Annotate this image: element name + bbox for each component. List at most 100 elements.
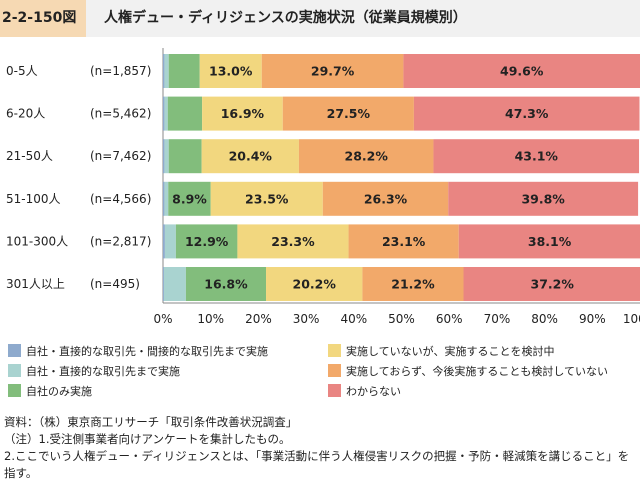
sample-size-label: (n=4,566) <box>90 192 151 206</box>
bar-segment <box>163 181 165 216</box>
bar-segment <box>164 96 168 131</box>
x-tick-label: 30% <box>293 312 320 326</box>
data-label: 13.0% <box>209 64 253 79</box>
data-label: 49.6% <box>500 64 544 79</box>
x-tick-label: 20% <box>245 312 272 326</box>
data-label: 38.1% <box>528 234 572 249</box>
source-note: 資料：（株）東京商工リサーチ「取引条件改善状況調査」 <box>4 415 298 429</box>
bar-segment <box>167 96 203 131</box>
category-label: 21-50人 <box>6 149 53 163</box>
x-tick-label: 50% <box>388 312 415 326</box>
legend-swatch <box>8 364 21 377</box>
data-label: 23.5% <box>245 191 289 206</box>
legend-item: 実施しておらず、今後実施することも検討していない <box>328 363 608 381</box>
bar-segment <box>163 54 165 88</box>
legend-label: 実施しておらず、今後実施することも検討していない <box>346 365 609 378</box>
legend-item: 自社・直接的な取引先まで実施 <box>8 363 180 381</box>
category-label: 0-5人 <box>6 64 38 78</box>
bar-segment <box>168 139 202 174</box>
sample-size-label: (n=5,462) <box>90 107 151 121</box>
x-tick-label: 60% <box>436 312 463 326</box>
x-tick-label: 40% <box>340 312 367 326</box>
legend-item: 自社・直接的な取引先・間接的な取引先まで実施 <box>8 343 268 361</box>
data-label: 20.4% <box>229 149 273 164</box>
x-tick-label: 10% <box>197 312 224 326</box>
bar-segment <box>164 139 169 174</box>
legend-label: わからない <box>346 385 401 398</box>
bar-segment <box>163 96 165 131</box>
x-tick-label: 0% <box>153 312 172 326</box>
bar-segment <box>403 54 640 88</box>
figure-id: 2-2-150図 <box>0 0 86 37</box>
bar-segment <box>163 224 165 259</box>
legend-item: 自社のみ実施 <box>8 383 92 401</box>
legend-swatch <box>328 344 341 357</box>
data-label: 26.3% <box>364 191 408 206</box>
sample-size-label: (n=1,857) <box>90 64 151 78</box>
bar-segment <box>458 224 640 259</box>
bar-segment <box>175 224 238 259</box>
sample-size-label: (n=7,462) <box>90 149 151 163</box>
bar-segment <box>413 96 640 131</box>
figure-title: 人権デュー・ディリジェンスの実施状況（従業員規模別） <box>104 10 467 26</box>
data-label: 29.7% <box>311 64 355 79</box>
data-label: 23.1% <box>382 234 426 249</box>
bar-segment <box>322 181 449 216</box>
bar-segment <box>185 267 267 301</box>
legend-swatch <box>8 344 21 357</box>
data-label: 47.3% <box>505 106 549 121</box>
legend-label: 自社・直接的な取引先・間接的な取引先まで実施 <box>26 345 268 358</box>
bar-segment <box>163 267 186 301</box>
bar-segment <box>164 224 176 259</box>
data-label: 27.5% <box>327 106 371 121</box>
data-label: 43.1% <box>515 149 559 164</box>
x-tick-label: 90% <box>579 312 606 326</box>
figure-notes: 資料：（株）東京商工リサーチ「取引条件改善状況調査」 （注）1.受注側事業者向け… <box>4 414 640 482</box>
bar-segment <box>168 181 211 216</box>
category-label: 101-300人 <box>6 234 68 248</box>
bar-segment <box>237 224 349 259</box>
x-tick-label: 100% <box>623 312 640 326</box>
bar-segment <box>164 181 169 216</box>
legend-label: 自社・直接的な取引先まで実施 <box>26 365 180 378</box>
bar-segment <box>210 181 323 216</box>
data-label: 12.9% <box>185 234 229 249</box>
sample-size-label: (n=2,817) <box>90 234 151 248</box>
data-label: 20.2% <box>293 277 337 292</box>
data-label: 16.9% <box>221 106 265 121</box>
data-label: 21.2% <box>391 277 435 292</box>
data-label: 39.8% <box>521 191 565 206</box>
bar-segment <box>282 96 414 131</box>
bar-segment <box>201 139 299 174</box>
figure-header: 2-2-150図 人権デュー・ディリジェンスの実施状況（従業員規模別） <box>0 0 640 37</box>
stacked-bar-chart: 0-5人 (n=1,857) 13.0% 29.7% 49.6% 6-20人 (n=5,46… <box>6 48 640 326</box>
note-2-continued: 指す。 <box>4 466 38 480</box>
legend-swatch <box>328 364 341 377</box>
category-label: 301人以上 <box>6 277 65 291</box>
legend-swatch <box>8 384 21 397</box>
x-tick-label: 70% <box>484 312 511 326</box>
legend-item: わからない <box>328 383 401 401</box>
data-label: 16.8% <box>204 277 248 292</box>
chart-area: 0-5人 (n=1,857) 13.0% 29.7% 49.6% 6-20人 (n=5,46… <box>6 48 640 326</box>
legend-swatch <box>328 384 341 397</box>
category-label: 51-100人 <box>6 192 61 206</box>
data-label: 37.2% <box>531 277 575 292</box>
bar-segment <box>163 267 164 301</box>
bar-segment <box>261 54 404 88</box>
data-label: 23.3% <box>271 234 315 249</box>
bar-segment <box>266 267 363 301</box>
bar-segment <box>164 54 169 88</box>
note-1: （注）1.受注側事業者向けアンケートを集計したもの。 <box>4 432 291 446</box>
legend-item: 実施していないが、実施することを検討中 <box>328 343 554 361</box>
bar-segment <box>202 96 283 131</box>
bar-segment <box>448 181 639 216</box>
x-tick-label: 80% <box>531 312 558 326</box>
legend-label: 自社のみ実施 <box>26 385 92 398</box>
bar-segment <box>433 139 640 174</box>
bar-segment <box>168 54 200 88</box>
legend-label: 実施していないが、実施することを検討中 <box>346 345 555 358</box>
bar-segment <box>298 139 434 174</box>
bar-segment <box>348 224 459 259</box>
bar-segment <box>199 54 262 88</box>
